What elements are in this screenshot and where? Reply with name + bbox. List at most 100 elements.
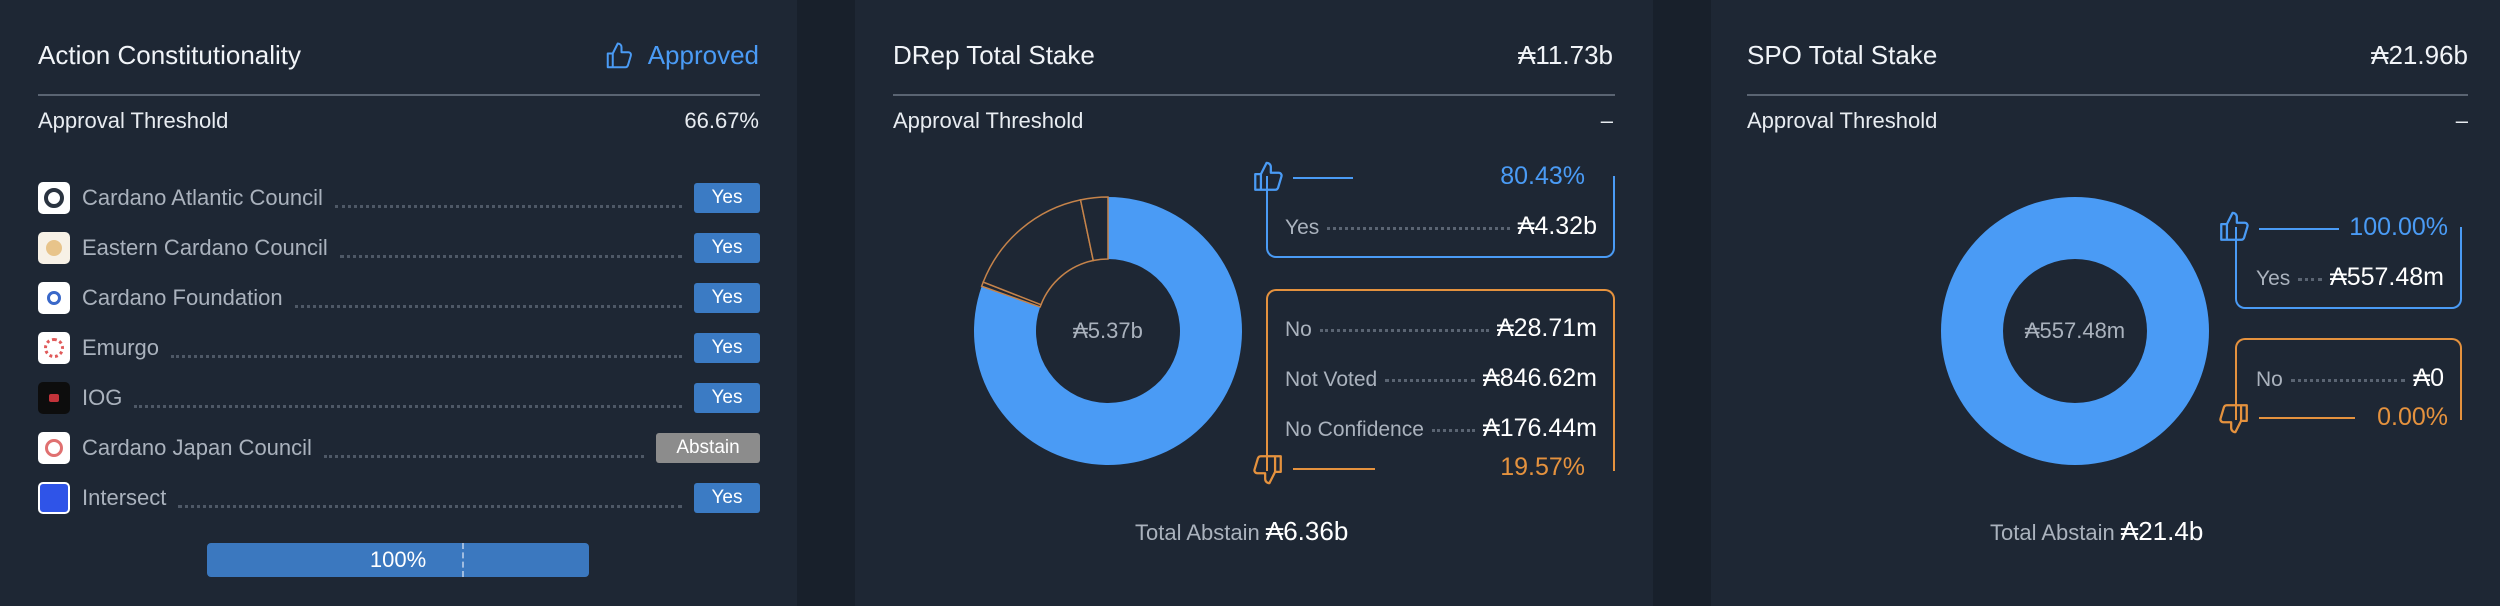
member-logo (38, 432, 70, 464)
spo-panel: SPO Total Stake ₳21.96b Approval Thresho… (1711, 0, 2500, 606)
total-abstain-value: ₳21.4b (2120, 516, 2204, 546)
callout-line (2259, 417, 2355, 419)
total-abstain-label: Total Abstain (1135, 520, 1260, 545)
list-item: Cardano Atlantic Council Yes (38, 181, 760, 215)
no-percent: 0.00% (2377, 403, 2448, 431)
threshold-label: Approval Threshold (893, 108, 1084, 133)
member-logo (38, 482, 70, 514)
panel-title: DRep Total Stake (893, 40, 1095, 70)
vote-badge: Yes (694, 333, 760, 363)
member-name: Cardano Atlantic Council (82, 185, 323, 210)
member-name: Intersect (82, 485, 167, 510)
no-row: No ₳28.71m (1285, 314, 1597, 343)
leader-dots (1327, 227, 1510, 230)
leader-dots (334, 204, 682, 208)
leader-dots (2298, 278, 2323, 281)
vote-badge: Abstain (656, 433, 760, 463)
member-logo (38, 182, 70, 214)
vote-badge: Yes (694, 383, 760, 413)
member-logo (38, 382, 70, 414)
row-label: No (2256, 368, 2283, 391)
vote-badge: Yes (694, 183, 760, 213)
member-logo (38, 332, 70, 364)
total-abstain: Total Abstain ₳21.4b (1990, 516, 2203, 547)
divider (893, 94, 1615, 96)
total-abstain: Total Abstain ₳6.36b (1135, 516, 1348, 547)
threshold-value: – (2455, 108, 2468, 133)
yes-row: Yes ₳557.48m (2256, 263, 2444, 292)
progress-label: 100% (369, 547, 427, 572)
thumbs-up-icon (2220, 211, 2249, 241)
list-item: Cardano Foundation Yes (38, 281, 760, 315)
vote-badge: Yes (694, 483, 760, 513)
leader-dots (1431, 429, 1476, 432)
member-logo (38, 282, 70, 314)
constitutionality-panel: Action Constitutionality Approved Approv… (0, 0, 797, 606)
status-label: Approved (647, 40, 759, 70)
yes-percent: 80.43% (1500, 162, 1585, 190)
leader-dots (1319, 329, 1489, 332)
not-voted-row: Not Voted ₳846.62m (1285, 364, 1597, 393)
leader-dots (323, 454, 644, 458)
total-abstain-value: ₳6.36b (1265, 516, 1349, 546)
row-label: Not Voted (1285, 368, 1378, 391)
no-percent: 19.57% (1500, 453, 1585, 481)
panel-title: Action Constitutionality (38, 40, 302, 70)
yes-percent: 100.00% (2349, 213, 2448, 241)
list-item: IOG Yes (38, 381, 760, 415)
thumbs-up-icon (606, 42, 632, 68)
yes-box (2235, 227, 2462, 309)
leader-dots (339, 254, 682, 258)
list-item: Intersect Yes (38, 481, 760, 515)
panel-gutter (797, 0, 855, 606)
panel-title: SPO Total Stake (1747, 40, 1938, 70)
panel-gutter (1653, 0, 1711, 606)
no-box (2235, 338, 2462, 420)
row-label: No Confidence (1285, 418, 1424, 441)
row-label: Yes (2256, 267, 2291, 290)
total-stake: ₳11.73b (1518, 40, 1613, 70)
list-item: Emurgo Yes (38, 331, 760, 365)
member-name: Cardano Japan Council (82, 435, 312, 460)
row-value: ₳0 (2413, 364, 2444, 392)
list-item: Cardano Japan Council Abstain (38, 431, 760, 465)
leader-dots (2290, 379, 2406, 382)
row-value: ₳846.62m (1483, 364, 1597, 392)
spo-donut-chart (1941, 197, 2209, 465)
divider (38, 94, 760, 96)
row-label: No (1285, 318, 1312, 341)
approval-progress-bar: 100% (207, 543, 589, 577)
no-box (1266, 289, 1615, 471)
callout-line (2259, 228, 2339, 230)
threshold-label: Approval Threshold (1747, 108, 1938, 133)
row-value: ₳28.71m (1496, 314, 1597, 342)
yes-box (1266, 176, 1615, 258)
drep-panel: DRep Total Stake ₳11.73b Approval Thresh… (855, 0, 1653, 606)
drep-donut-chart (974, 196, 1242, 465)
approved-status: Approved (604, 40, 759, 71)
row-value: ₳4.32b (1517, 212, 1597, 240)
threshold-marker (461, 543, 464, 577)
leader-dots (294, 304, 682, 308)
leader-dots (1385, 379, 1476, 382)
callout-line (1293, 468, 1375, 470)
row-value: ₳176.44m (1483, 414, 1597, 442)
no-row: No ₳0 (2256, 364, 2444, 393)
leader-dots (134, 404, 682, 408)
donut-center-value: ₳557.48m (2024, 318, 2126, 343)
thumbs-down-icon (1253, 455, 1282, 485)
vote-badge: Yes (694, 233, 760, 263)
donut-slice-yes (974, 197, 1242, 465)
list-item: Eastern Cardano Council Yes (38, 231, 760, 265)
donut-slice-yes (1941, 197, 2209, 465)
no-confidence-row: No Confidence ₳176.44m (1285, 414, 1597, 443)
member-name: Eastern Cardano Council (82, 235, 328, 260)
total-abstain-label: Total Abstain (1990, 520, 2115, 545)
vote-badge: Yes (694, 283, 760, 313)
row-value: ₳557.48m (2330, 263, 2444, 291)
thumbs-down-icon (2219, 404, 2248, 434)
leader-dots (178, 504, 682, 508)
thumbs-up-icon (1254, 161, 1283, 191)
donut-center-value: ₳5.37b (1073, 318, 1143, 343)
callout-line (1293, 177, 1353, 179)
